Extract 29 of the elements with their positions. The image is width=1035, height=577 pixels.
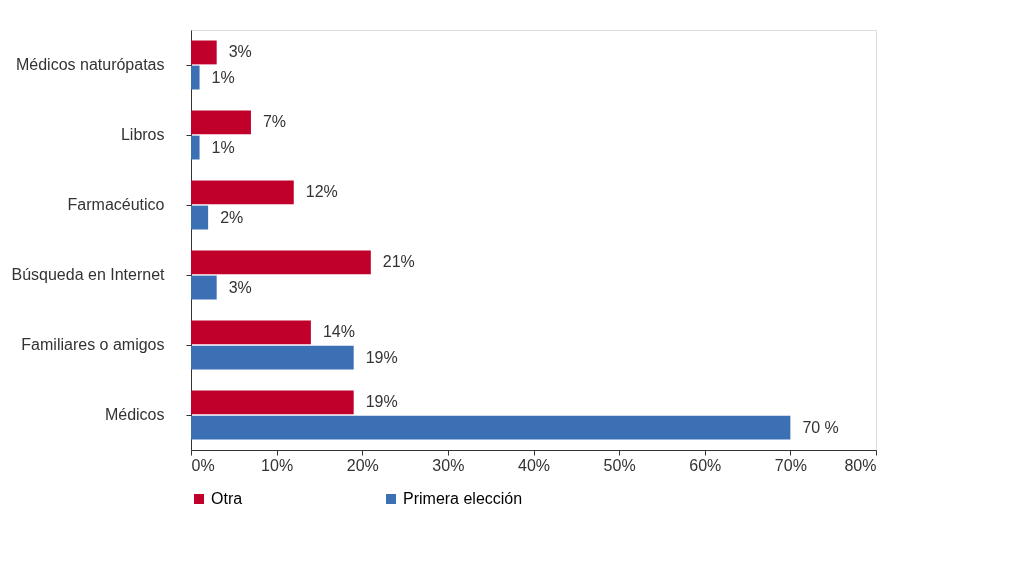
data-label: 7% [262,113,287,131]
y-tick-label: Médicos naturópatas [15,56,165,73]
y-tick-label: Búsqueda en Internet [11,266,166,283]
x-tick-label: 30% [432,456,465,474]
x-tick-label: 80% [844,456,877,474]
x-tick-label: 0% [191,456,215,474]
y-tick-label: Libros [120,126,165,143]
y-tick-label: Farmacéutico [67,196,165,213]
data-label: 1% [211,138,235,156]
legend-label: Otra [211,490,243,507]
legend-label: Primera elección [403,490,523,507]
x-tick-label: 20% [346,456,379,474]
data-label: 3% [228,278,252,296]
data-label: 1% [211,68,235,86]
y-tick-label: Médicos [104,406,165,423]
data-label: 3% [228,43,252,61]
data-label: 19% [365,348,398,366]
data-label: 19% [365,393,398,411]
x-tick-label: 10% [261,456,294,474]
data-label: 70 % [802,418,839,436]
x-tick-label: 70% [774,456,807,474]
data-label: 21% [382,253,415,271]
x-tick-label: 50% [603,456,636,474]
data-label: 12% [305,183,338,201]
x-tick-label: 60% [689,456,722,474]
y-tick-label: Familiares o amigos [21,336,165,353]
data-label: 14% [322,323,355,341]
data-label: 2% [220,208,244,226]
x-tick-label: 40% [517,456,551,474]
